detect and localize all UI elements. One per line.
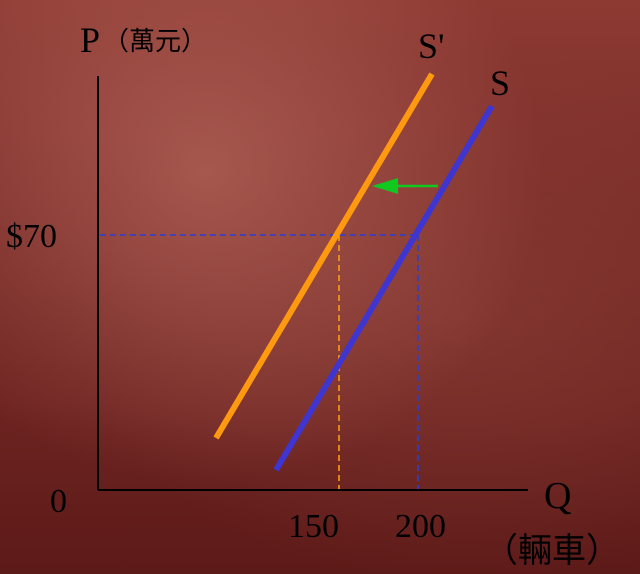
shifted-supply-label: S' xyxy=(418,26,445,66)
qty-tick-150: 150 xyxy=(288,508,339,545)
original-supply-curve xyxy=(273,104,495,472)
arrow-left-icon xyxy=(372,178,438,194)
shifted-supply-curve xyxy=(213,72,435,440)
price-tick-label: $70 xyxy=(6,218,57,255)
x-axis-label: Q xyxy=(544,475,571,517)
original-supply-label: S xyxy=(490,63,510,103)
origin-label: 0 xyxy=(50,483,67,520)
qty-tick-200: 200 xyxy=(395,508,446,545)
y-axis-label: P xyxy=(80,20,100,60)
y-axis-unit: （萬元） xyxy=(103,27,207,56)
x-axis-unit: （輛車） xyxy=(484,532,620,570)
